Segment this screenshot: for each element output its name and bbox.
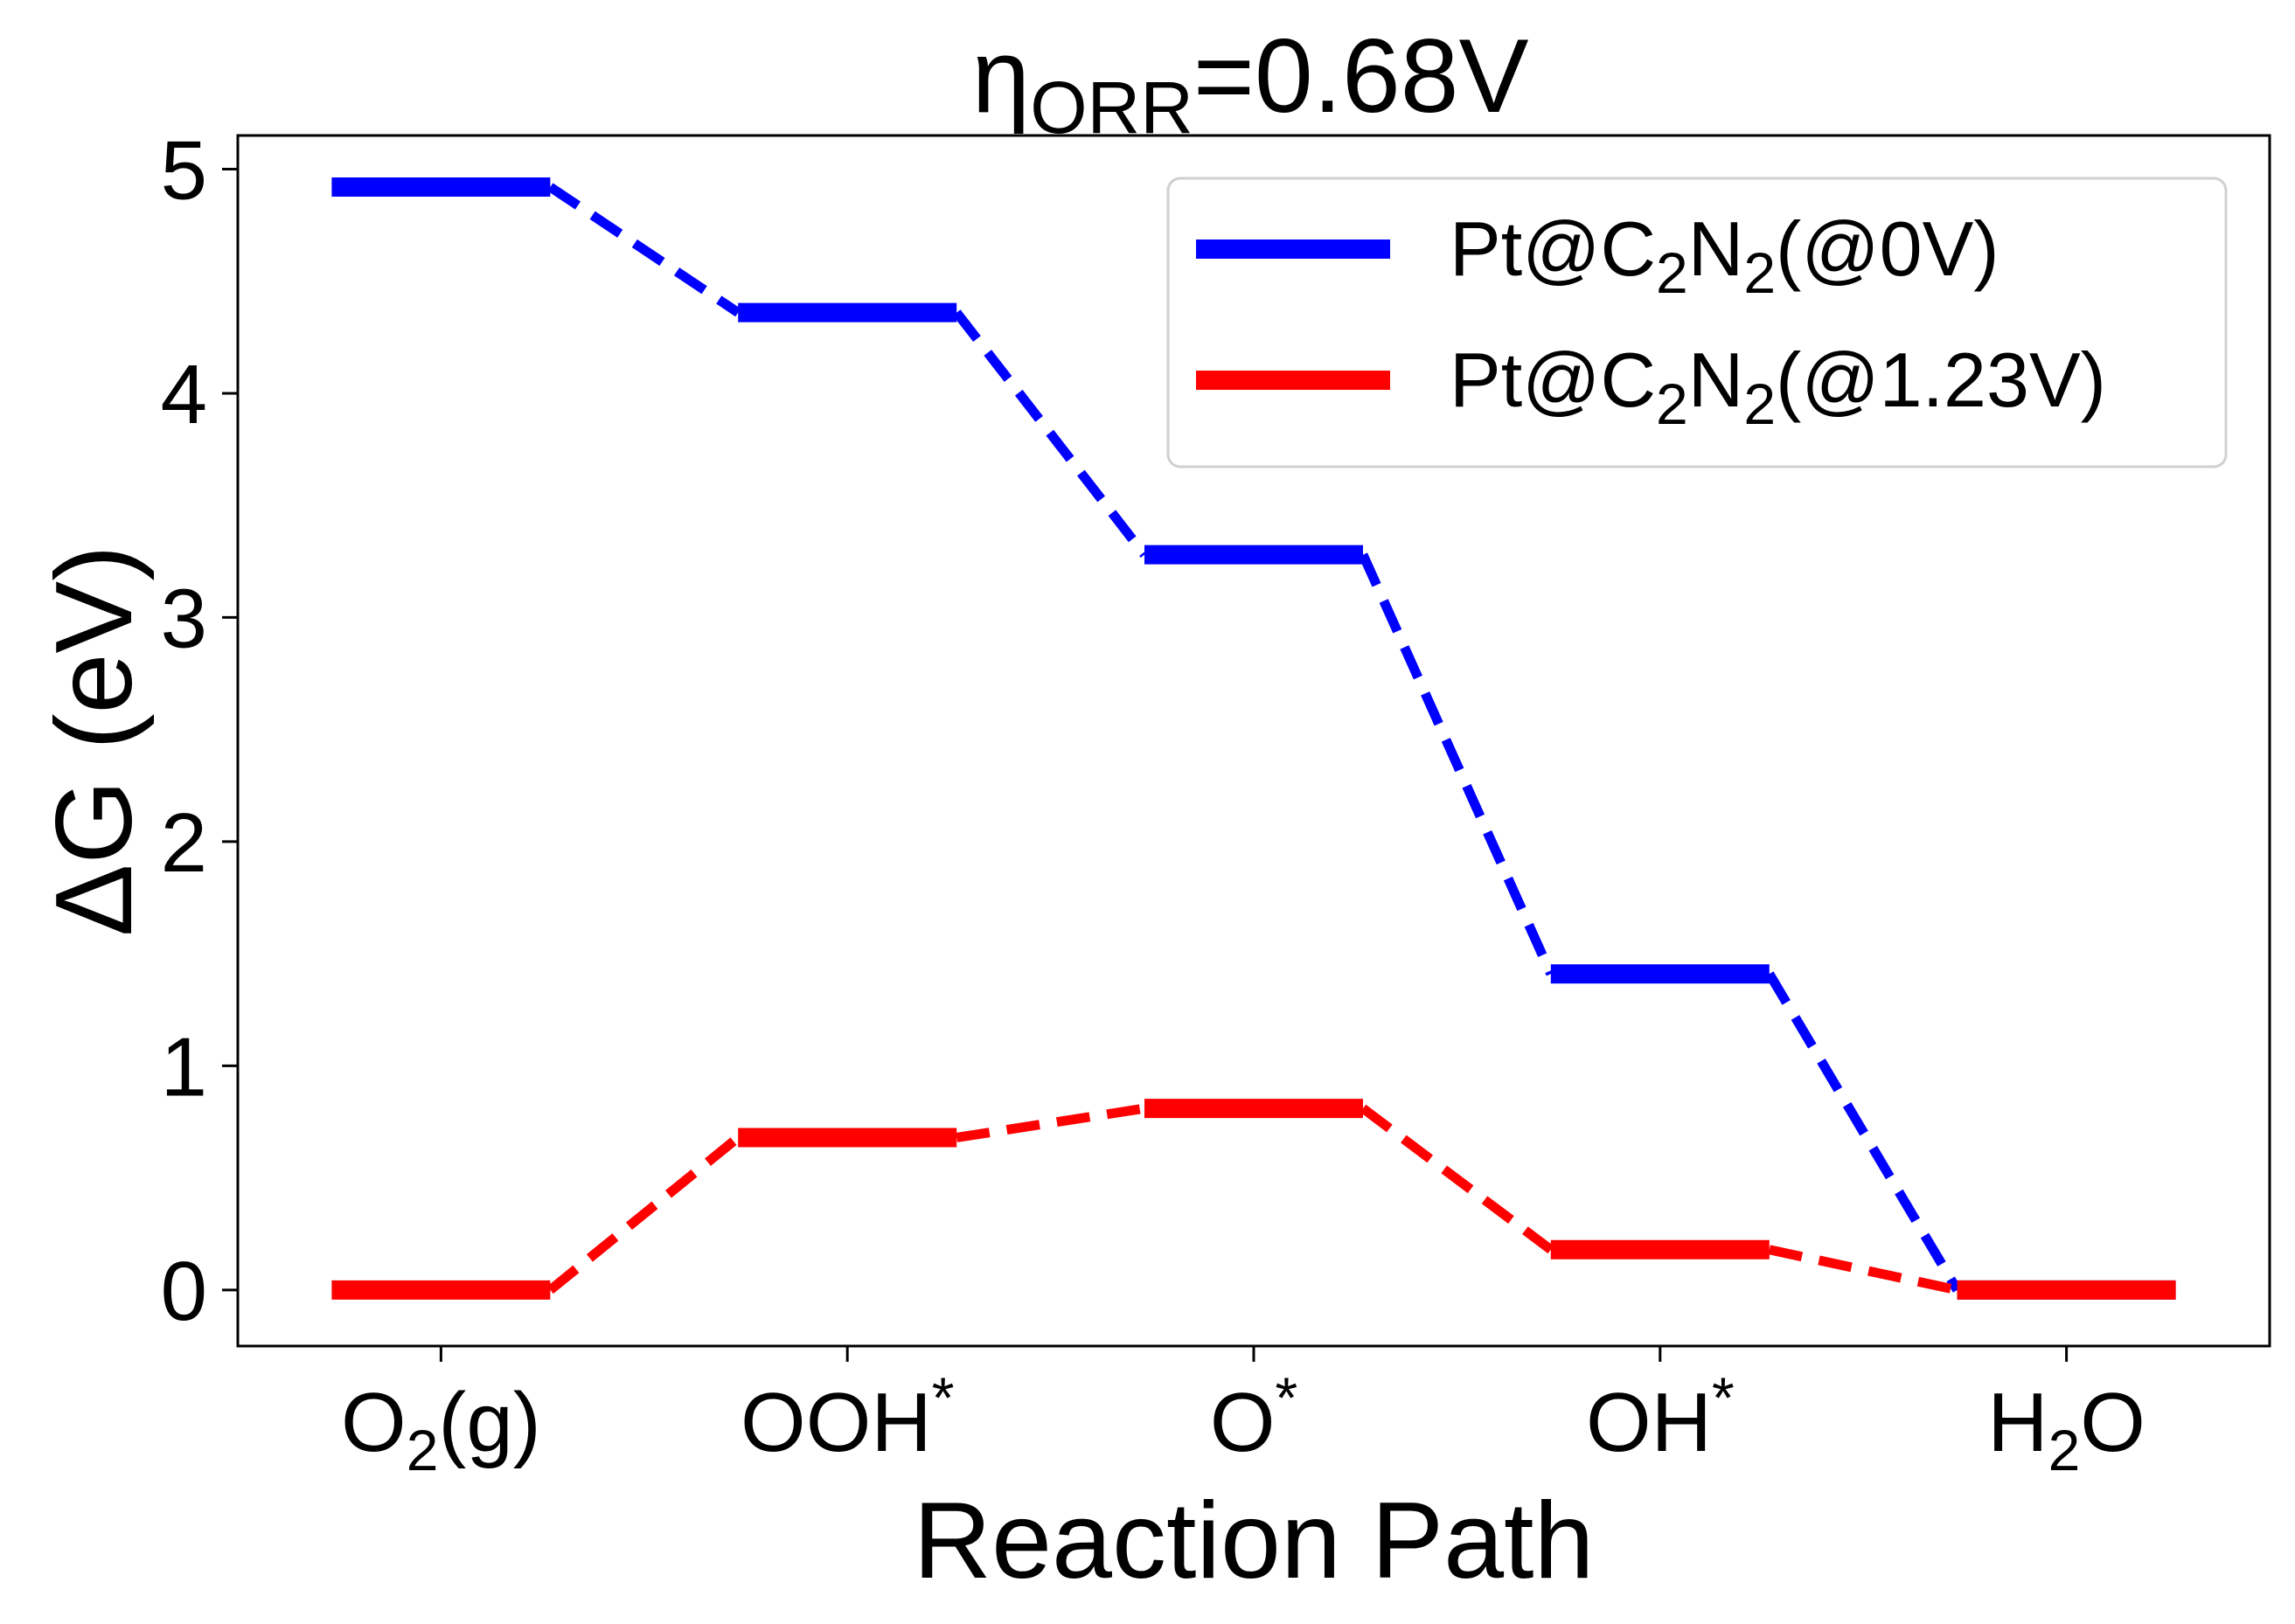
x-axis-title: Reaction Path	[914, 1481, 1595, 1601]
series-0-connector	[547, 183, 741, 317]
legend-label: Pt@C2N2(@0V)	[1450, 205, 1999, 305]
series-1-connector	[1768, 1245, 1958, 1295]
x-tick-label: H2O	[1987, 1376, 2145, 1482]
x-tick-label: O*	[1210, 1365, 1297, 1469]
y-tick-label: 2	[161, 796, 207, 890]
legend-box	[1166, 177, 2228, 468]
series-0-connector	[952, 309, 1149, 558]
series-1	[331, 1099, 2176, 1300]
y-tick-label: 4	[161, 348, 207, 441]
series-0	[331, 177, 2176, 1300]
series-1-connector	[1360, 1104, 1554, 1254]
y-tick-label: 0	[161, 1245, 207, 1338]
chart-title-text: ηORR=0.68V	[971, 17, 1528, 149]
y-axis: 0 1 2 3 4 5	[161, 123, 238, 1338]
plot-lines	[331, 177, 2176, 1300]
y-tick-label: 3	[161, 572, 207, 665]
legend: Pt@C2N2(@0V) Pt@C2N2(@1.23V)	[1166, 177, 2228, 468]
y-tick-label: 5	[161, 123, 207, 217]
y-axis-title: ΔG (eV)	[34, 545, 155, 937]
x-axis: O2(g) OOH* O* OH* H2O	[341, 1346, 2145, 1482]
legend-label: Pt@C2N2(@1.23V)	[1450, 337, 2106, 436]
y-tick-label: 1	[161, 1020, 207, 1114]
series-0-connector	[1765, 971, 1962, 1293]
series-0-connector	[1358, 552, 1555, 976]
x-tick-label: OOH*	[741, 1365, 954, 1469]
series-1-connector	[546, 1134, 741, 1294]
chart-title: ηORR=0.68V	[971, 17, 1528, 149]
x-tick-label: O2(g)	[341, 1376, 541, 1482]
x-tick-label: OH*	[1586, 1365, 1735, 1469]
series-1-connector	[956, 1103, 1145, 1142]
